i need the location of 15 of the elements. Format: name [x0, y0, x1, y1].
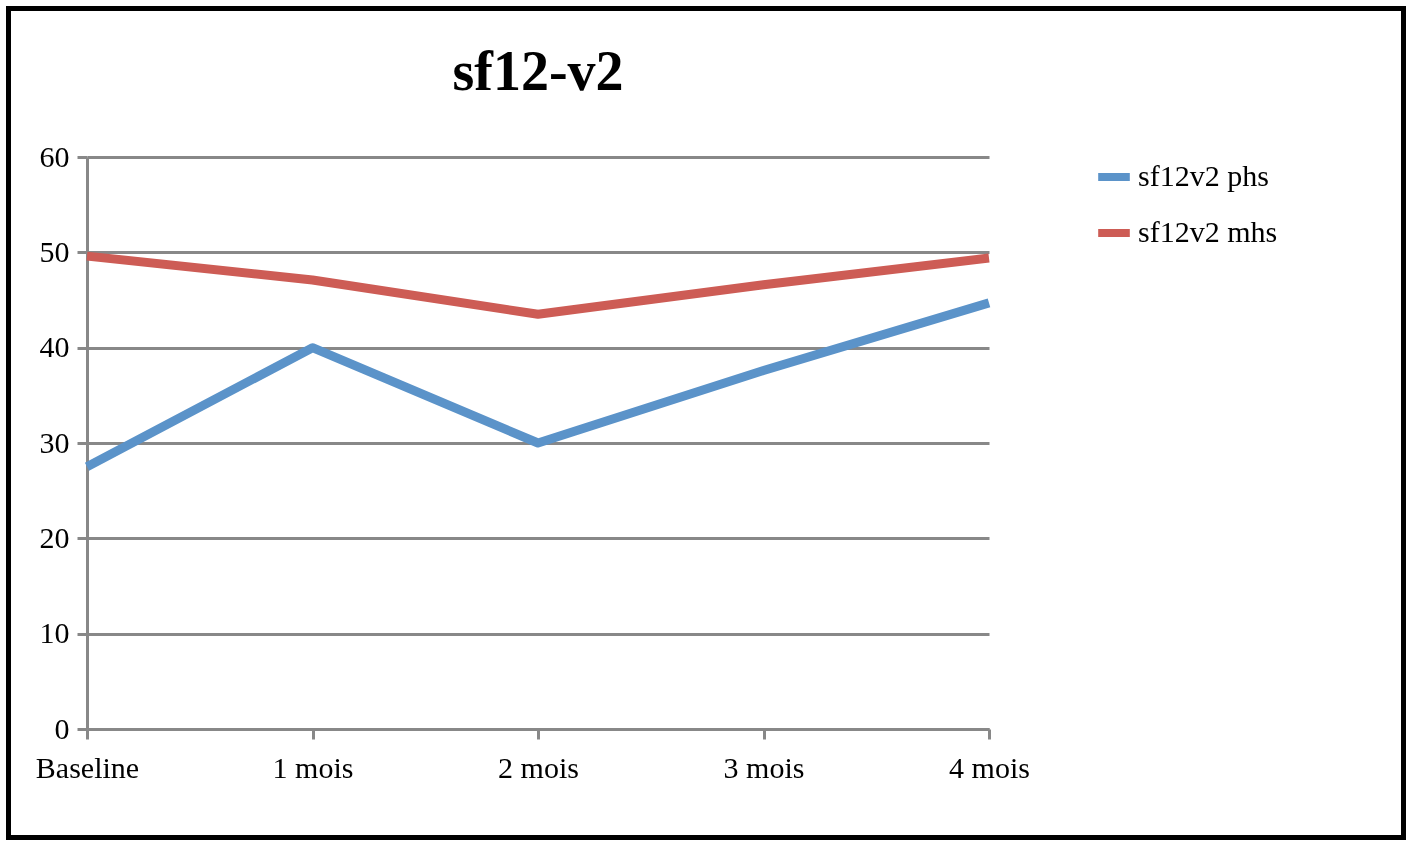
- y-tick-label: 60: [39, 139, 70, 173]
- x-tick-label: 2 mois: [498, 750, 579, 784]
- legend-label: sf12v2 mhs: [1138, 215, 1278, 248]
- y-tick-label: 0: [54, 711, 70, 745]
- x-tick-label: 4 mois: [949, 750, 1030, 784]
- x-tick-label: 1 mois: [272, 750, 354, 784]
- y-tick-label: 10: [39, 616, 70, 650]
- x-tick-label: Baseline: [35, 750, 140, 784]
- legend-label: sf12v2 phs: [1138, 159, 1269, 192]
- y-tick-label: 30: [39, 425, 70, 459]
- chart-title: sf12-v2: [452, 40, 624, 102]
- x-tick-label: 3 mois: [723, 750, 805, 784]
- y-tick-label: 50: [39, 234, 70, 268]
- y-tick-label: 20: [39, 520, 70, 554]
- y-tick-label: 40: [39, 330, 70, 364]
